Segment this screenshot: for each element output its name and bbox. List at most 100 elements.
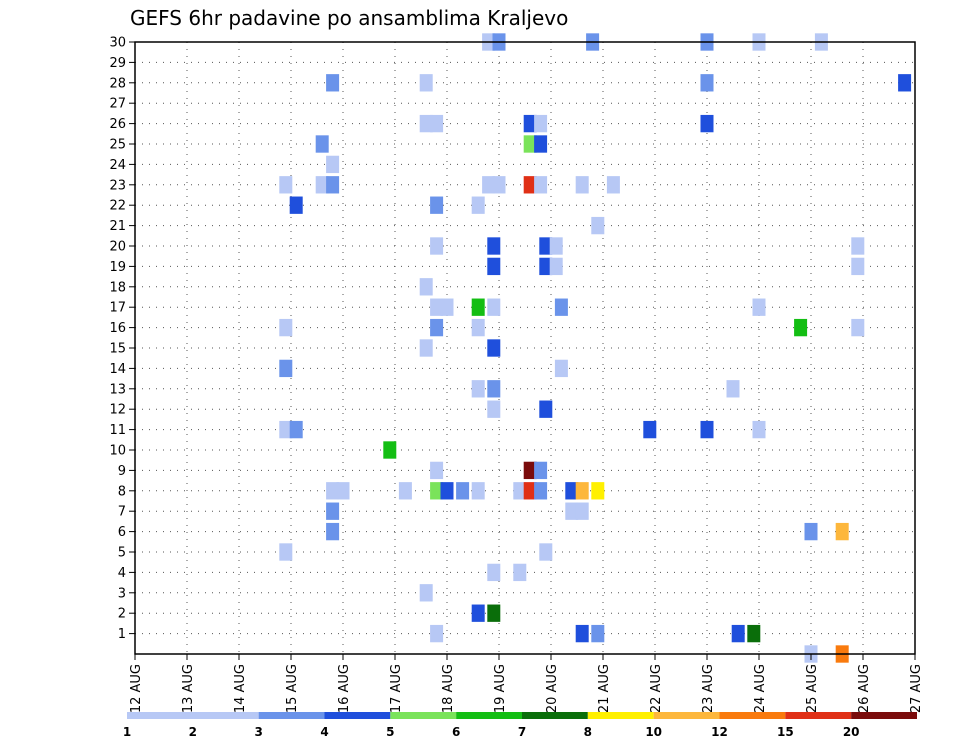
x-tick-label: 16 AUG	[337, 664, 352, 713]
heatmap-cell	[700, 420, 714, 439]
heatmap-cell	[554, 298, 568, 316]
y-tick-label: 22	[109, 199, 126, 214]
y-tick-label: 14	[109, 362, 126, 377]
heatmap-cell	[315, 135, 329, 153]
heatmap-cell	[726, 380, 740, 398]
heatmap-cell	[549, 237, 563, 255]
heatmap-cell	[430, 461, 444, 480]
heatmap-cell	[575, 176, 589, 194]
heatmap-cell	[534, 176, 548, 194]
plot-frame	[134, 41, 916, 655]
colorbar-segment	[456, 712, 522, 719]
heatmap-cell	[336, 482, 350, 500]
colorbar-segment	[851, 712, 917, 719]
heatmap-cell	[289, 420, 303, 439]
heatmap-cell	[315, 176, 329, 194]
heatmap-cell	[565, 482, 579, 500]
heatmap-cell	[419, 74, 433, 92]
heatmap-cell	[492, 176, 506, 194]
heatmap-cell	[835, 522, 849, 541]
heatmap-cell	[326, 482, 340, 500]
colorbar-label: 10	[645, 725, 662, 739]
y-tick-label: 3	[118, 586, 126, 601]
heatmap-cells	[279, 33, 912, 663]
colorbar-segment	[324, 712, 391, 719]
x-tick-label: 21 AUG	[597, 664, 612, 713]
heatmap-cell	[279, 359, 293, 378]
heatmap-cell	[279, 318, 293, 337]
heatmap-cell	[898, 74, 912, 92]
heatmap-cell	[539, 237, 553, 255]
heatmap-cell	[482, 176, 496, 194]
heatmap-cell	[554, 359, 568, 378]
colorbar-label: 4	[320, 725, 328, 739]
x-tick-label: 12 AUG	[129, 664, 144, 713]
heatmap-cell	[523, 176, 537, 194]
heatmap-cell	[440, 482, 454, 500]
y-tick-label: 18	[109, 280, 126, 295]
y-tick-label: 10	[109, 444, 126, 459]
heatmap-cell	[471, 318, 485, 337]
y-tick-label: 5	[118, 546, 126, 561]
y-tick-label: 11	[109, 423, 126, 438]
y-tick-label: 25	[109, 138, 126, 153]
heatmap-cell	[279, 176, 293, 194]
heatmap-cell	[326, 502, 340, 520]
heatmap-cell	[534, 461, 548, 480]
colorbar-label: 12	[711, 725, 728, 739]
heatmap-cell	[383, 441, 397, 459]
grid-lines	[135, 42, 915, 654]
heatmap-cell	[430, 298, 444, 316]
heatmap-cell	[419, 278, 433, 296]
y-tick-label: 9	[118, 464, 126, 479]
heatmap-cell	[643, 420, 657, 439]
colorbar-label: 5	[386, 725, 394, 739]
x-tick-label: 20 AUG	[545, 664, 560, 713]
heatmap-cell	[430, 624, 444, 643]
colorbar-label: 2	[189, 725, 197, 739]
heatmap-cell	[700, 114, 714, 133]
colorbar-segment	[653, 712, 720, 719]
heatmap-cell	[487, 400, 501, 418]
heatmap-cell	[752, 420, 766, 439]
heatmap-cell	[487, 339, 501, 357]
heatmap-cell	[752, 298, 766, 316]
heatmap-cell	[471, 604, 485, 622]
x-tick-label: 24 AUG	[753, 664, 768, 713]
heatmap-cell	[430, 196, 444, 214]
y-tick-label: 6	[118, 525, 126, 540]
colorbar-label: 3	[254, 725, 262, 739]
y-tick-label: 24	[109, 158, 126, 173]
heatmap-cell	[534, 482, 548, 500]
heatmap-cell	[430, 318, 444, 337]
y-tick-label: 4	[118, 566, 126, 581]
heatmap-cell	[487, 604, 501, 622]
y-tick-label: 17	[109, 301, 126, 316]
colorbar: 1 2 3 4 5 6 7 8 10 12 15 20	[123, 712, 917, 739]
y-tick-label: 16	[109, 321, 126, 336]
heatmap-cell	[539, 400, 553, 418]
y-tick-label: 13	[109, 382, 126, 397]
colorbar-segment	[587, 712, 654, 719]
heatmap-cell	[398, 482, 412, 500]
heatmap-cell	[575, 624, 589, 643]
heatmap-cell	[575, 482, 589, 500]
x-tick-label: 13 AUG	[181, 664, 196, 713]
heatmap-cell	[471, 482, 485, 500]
y-tick-label: 20	[109, 240, 126, 255]
y-tick-label: 23	[109, 178, 126, 193]
y-tick-label: 30	[109, 36, 126, 51]
y-tick-label: 19	[109, 260, 126, 275]
y-tick-label: 26	[109, 117, 126, 132]
heatmap-cell	[591, 624, 605, 643]
heatmap-cell	[804, 522, 818, 541]
heatmap-cell	[549, 257, 563, 276]
y-tick-label: 28	[109, 76, 126, 91]
y-tick-label: 7	[118, 505, 126, 520]
heatmap-cell	[430, 482, 444, 500]
heatmap-cell	[700, 74, 714, 92]
heatmap-cell	[539, 257, 553, 276]
heatmap-cell	[419, 584, 433, 602]
x-tick-label: 19 AUG	[493, 664, 508, 713]
